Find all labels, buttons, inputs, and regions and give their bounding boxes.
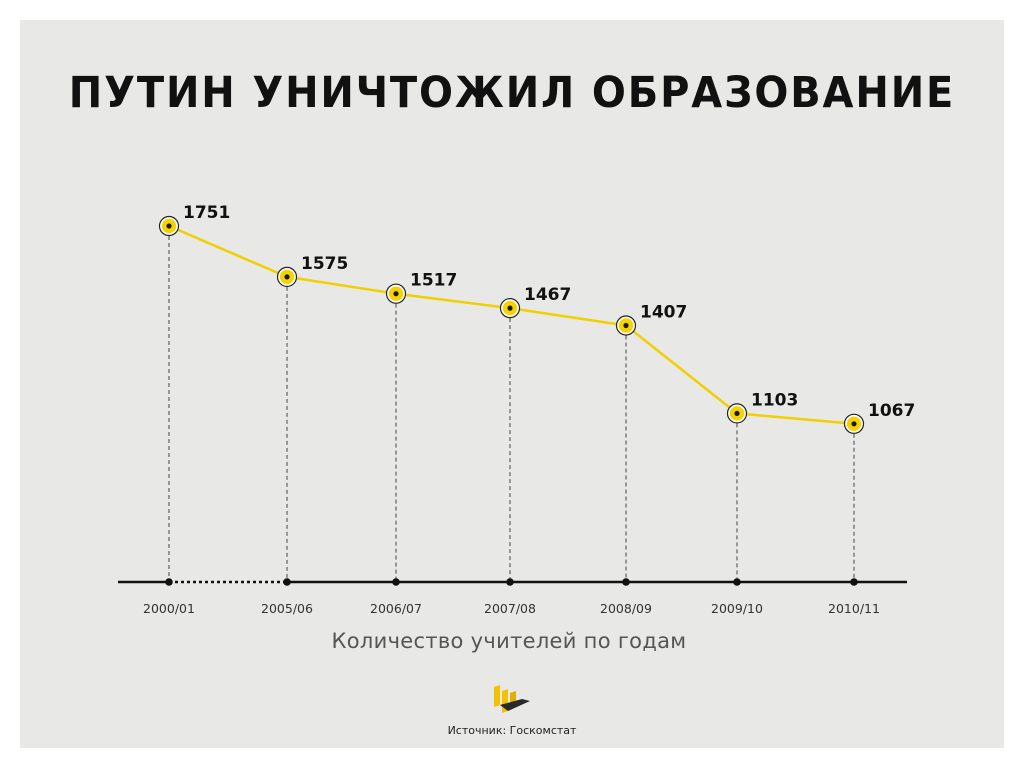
axis-tick-dot: [283, 578, 291, 586]
data-point-center: [393, 291, 399, 297]
data-label: 1407: [640, 302, 687, 322]
axis-tick-dot: [165, 578, 173, 586]
data-label: 1103: [751, 390, 798, 410]
axis-tick-dot: [733, 578, 741, 586]
data-point-center: [851, 421, 857, 427]
x-tick-label: 2005/06: [261, 601, 313, 616]
axis-tick-dot: [506, 578, 514, 586]
x-tick-label: 2008/09: [600, 601, 652, 616]
chart-background: [20, 20, 1004, 748]
chart-title: ПУТИН УНИЧТОЖИЛ ОБРАЗОВАНИЕ: [68, 68, 956, 118]
x-tick-label: 2006/07: [370, 601, 422, 616]
data-label: 1467: [524, 285, 571, 305]
data-point-center: [623, 322, 629, 329]
x-tick-label: 2000/01: [143, 601, 195, 616]
data-point-center: [284, 274, 290, 280]
data-label: 1517: [410, 271, 457, 291]
data-point-center: [507, 305, 513, 311]
data-point-center: [734, 410, 740, 416]
x-axis-caption: Количество учителей по годам: [331, 629, 687, 653]
x-tick-label: 2009/10: [711, 601, 763, 616]
x-tick-label: 2007/08: [484, 601, 536, 616]
data-label: 1751: [183, 203, 230, 223]
axis-tick-dot: [622, 578, 630, 586]
data-label: 1575: [301, 254, 348, 274]
data-label: 1067: [868, 401, 915, 421]
axis-tick-dot: [850, 578, 858, 586]
axis-tick-dot: [392, 578, 400, 586]
data-point-center: [166, 223, 172, 229]
goskomstat-logo-icon: [494, 685, 530, 713]
source-note: Источник: Госкомстат: [447, 724, 577, 737]
x-tick-label: 2010/11: [828, 601, 880, 616]
